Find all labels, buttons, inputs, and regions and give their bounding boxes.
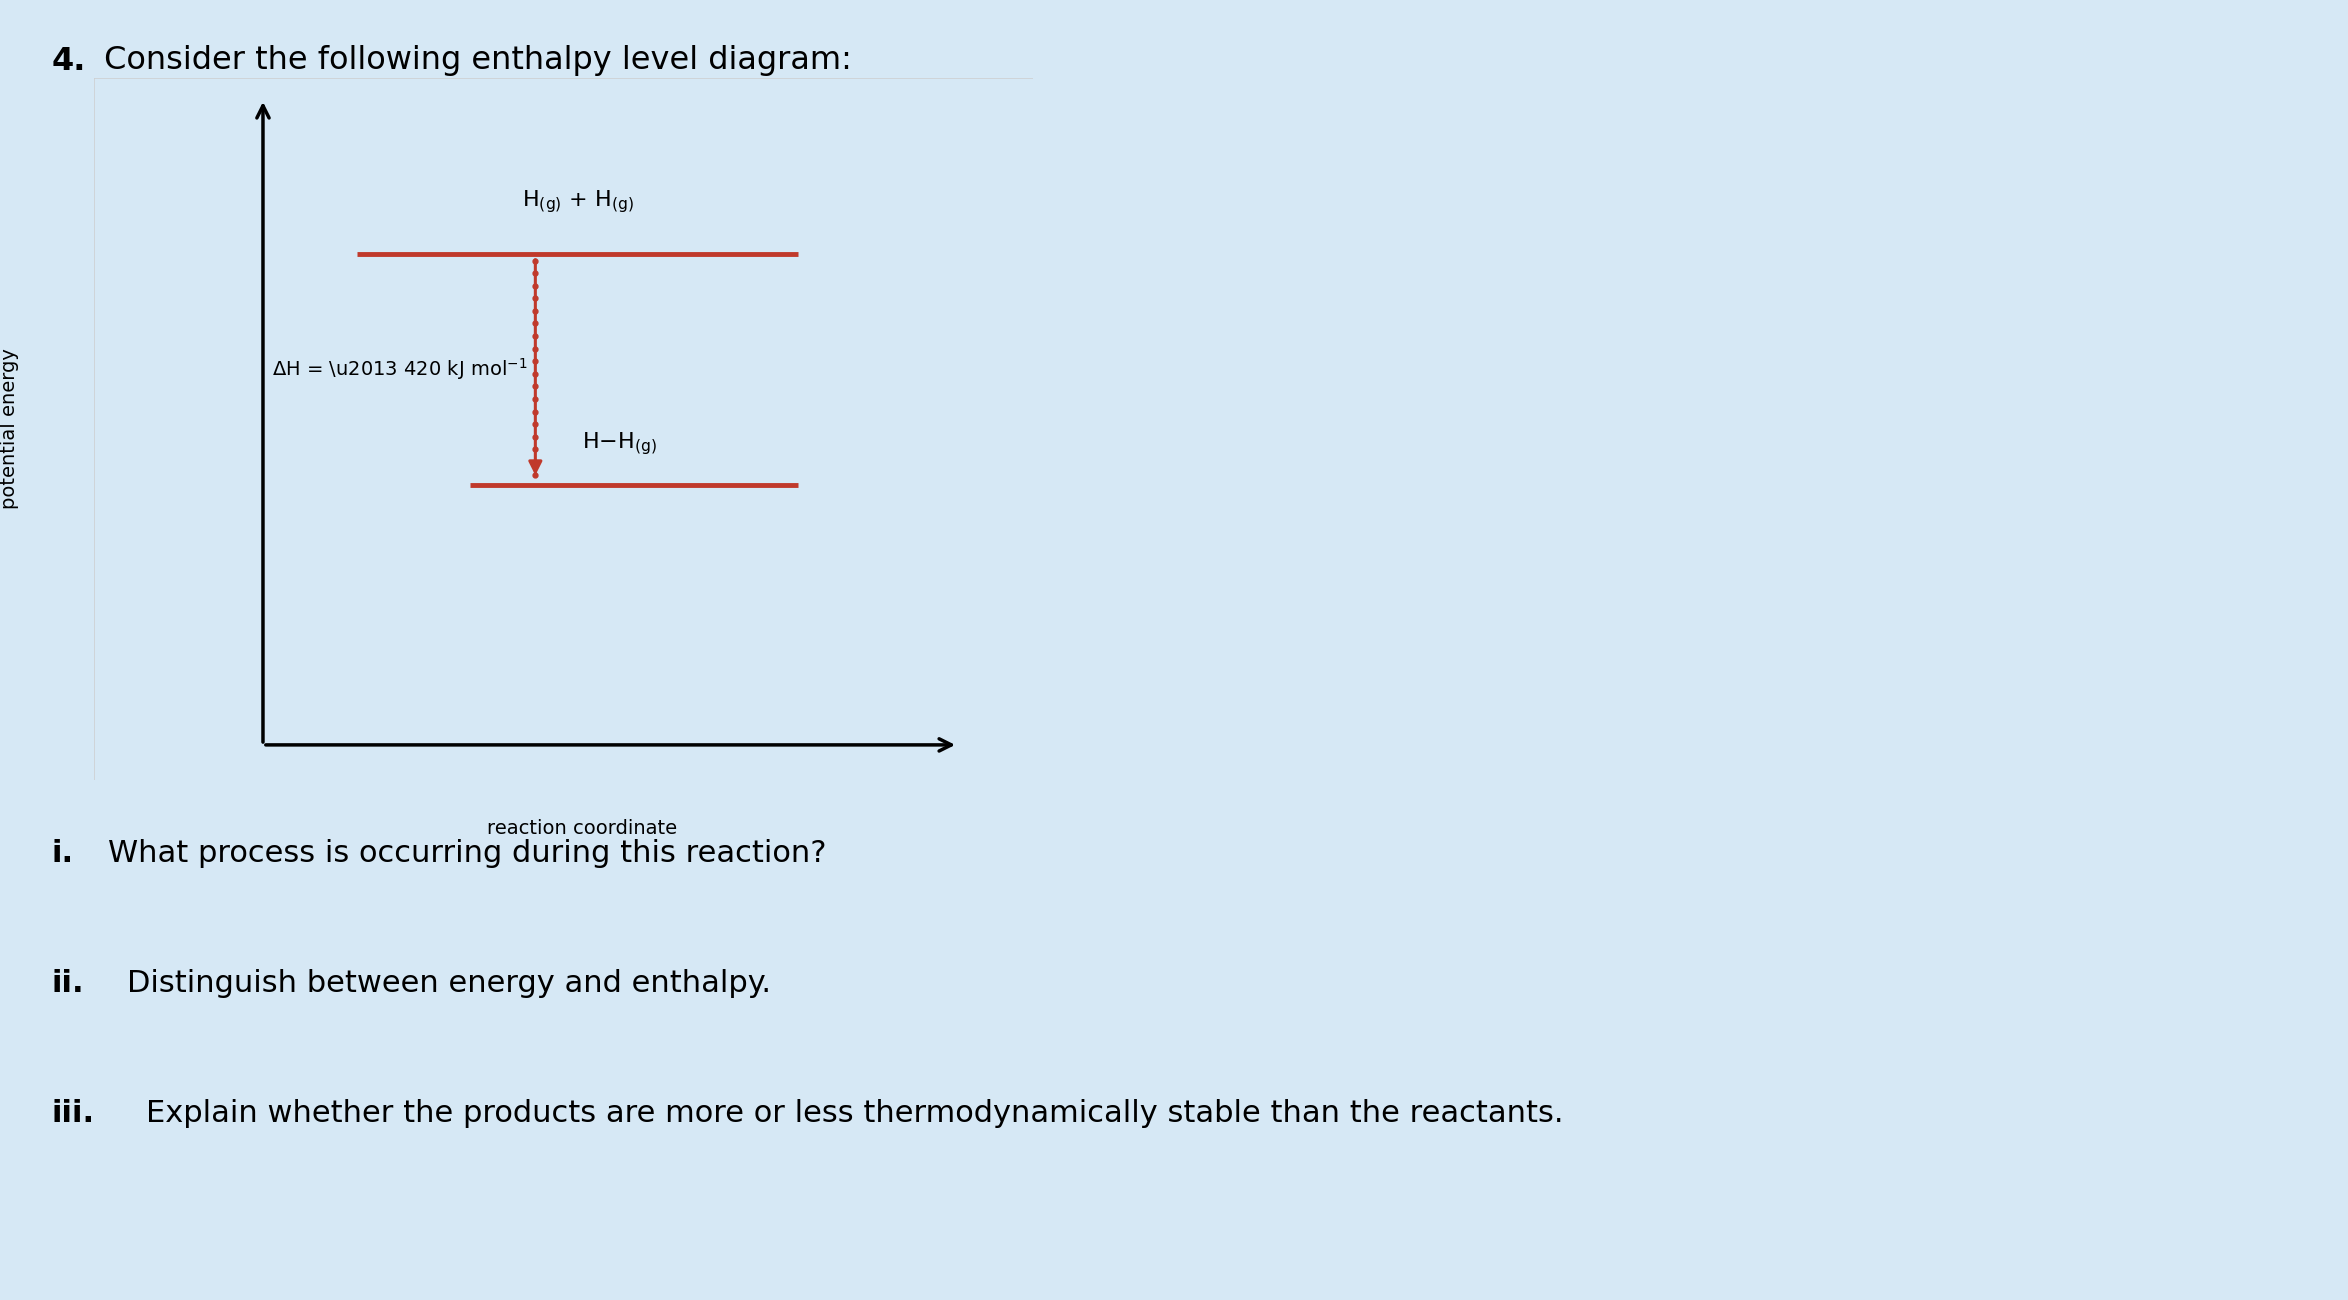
Text: $\Delta$H = \u2013 420 kJ mol$^{-1}$: $\Delta$H = \u2013 420 kJ mol$^{-1}$ xyxy=(272,356,528,382)
Text: i.: i. xyxy=(52,838,73,867)
Text: H$_\mathregular{(g)}$ + H$_\mathregular{(g)}$: H$_\mathregular{(g)}$ + H$_\mathregular{… xyxy=(521,188,634,215)
Text: What process is occurring during this reaction?: What process is occurring during this re… xyxy=(108,838,826,867)
Text: reaction coordinate: reaction coordinate xyxy=(488,819,676,837)
Text: Distinguish between energy and enthalpy.: Distinguish between energy and enthalpy. xyxy=(127,968,770,997)
Text: potential energy: potential energy xyxy=(0,348,19,510)
Text: iii.: iii. xyxy=(52,1098,94,1127)
Text: Explain whether the products are more or less thermodynamically stable than the : Explain whether the products are more or… xyxy=(146,1098,1564,1127)
Text: Consider the following enthalpy level diagram:: Consider the following enthalpy level di… xyxy=(94,46,852,77)
Text: ii.: ii. xyxy=(52,968,85,997)
Text: 4.: 4. xyxy=(52,46,87,77)
Text: H$-$H$_\mathregular{(g)}$: H$-$H$_\mathregular{(g)}$ xyxy=(582,430,657,458)
